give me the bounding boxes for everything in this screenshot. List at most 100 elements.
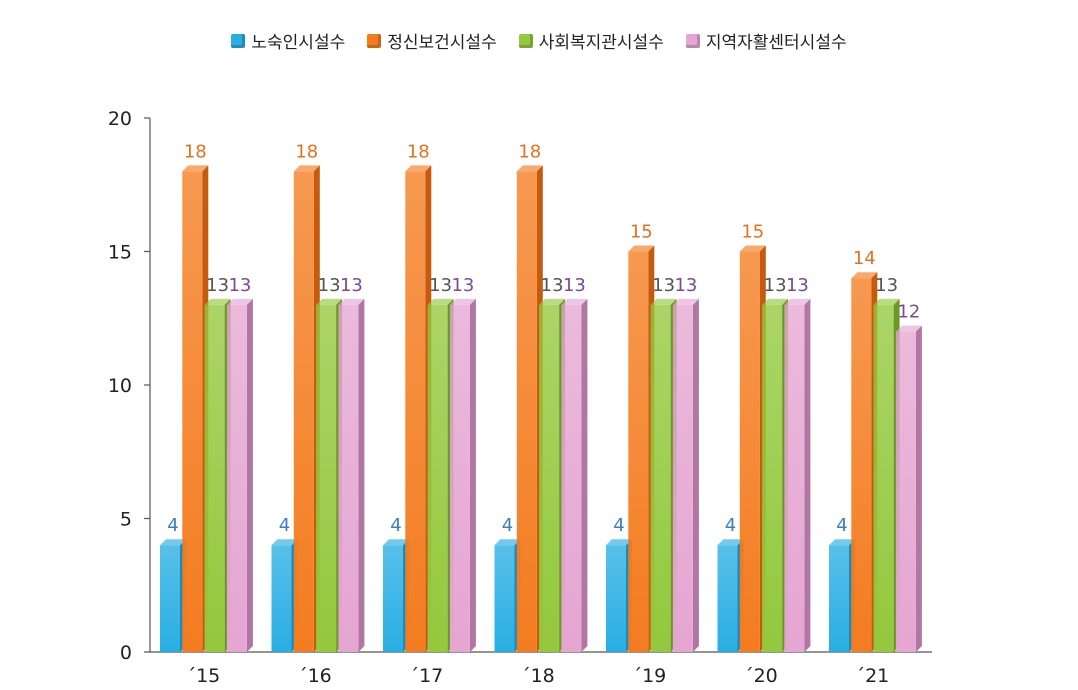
bar-top	[383, 539, 409, 546]
data-label: 13	[318, 275, 341, 296]
bar-top	[316, 298, 343, 305]
data-label: 18	[295, 141, 318, 162]
data-label: 15	[630, 222, 653, 243]
x-tick-label: ´17	[410, 665, 444, 687]
bar-top	[628, 245, 655, 252]
bar-top	[516, 165, 543, 172]
bar-top	[271, 539, 298, 546]
data-label: 4	[390, 515, 401, 536]
data-label: 13	[541, 275, 564, 296]
bar-top	[895, 325, 922, 332]
data-label: 18	[184, 141, 207, 162]
data-label: 13	[340, 275, 363, 296]
x-tick-label: ´20	[744, 665, 778, 687]
bar	[494, 545, 515, 652]
bar-top	[160, 539, 186, 546]
bar-side	[246, 298, 253, 652]
data-label: 13	[451, 275, 474, 296]
bar	[717, 545, 738, 652]
legend-swatch-homeless	[231, 33, 246, 48]
bar-side	[469, 298, 476, 652]
bar	[405, 171, 426, 652]
bar	[784, 304, 805, 652]
bar-top	[293, 165, 320, 172]
bar	[539, 304, 560, 652]
bar-top	[182, 165, 209, 172]
x-tick-label: ´16	[298, 665, 332, 687]
data-label: 4	[725, 515, 736, 536]
bar	[873, 304, 894, 652]
bar	[516, 171, 537, 652]
data-label: 4	[502, 515, 513, 536]
x-tick-label: ´18	[521, 665, 555, 687]
data-label: 13	[429, 275, 452, 296]
bar	[160, 545, 180, 652]
bar	[204, 304, 225, 652]
y-tick-label: 0	[120, 642, 132, 664]
bar-top	[204, 298, 231, 305]
legend-label-mental-health: 정신보건시설수	[387, 33, 497, 53]
data-label: 4	[167, 515, 178, 536]
bar	[383, 545, 403, 652]
bar-side	[804, 298, 811, 652]
bar	[762, 304, 783, 652]
legend: 노숙인시설수 정신보건시설수 사회복지관시설수 지역자활센터시설수	[0, 28, 1078, 53]
data-label: 13	[563, 275, 586, 296]
data-label: 15	[741, 222, 764, 243]
data-label: 13	[652, 275, 675, 296]
y-tick-label: 5	[120, 509, 132, 531]
y-tick-label: 10	[108, 375, 132, 397]
data-label: 13	[875, 275, 898, 296]
bar-top	[449, 298, 476, 305]
bar-top	[851, 272, 878, 279]
data-label: 13	[674, 275, 697, 296]
bar-top	[873, 298, 900, 305]
legend-swatch-self-support	[685, 33, 700, 48]
x-tick-label: ´21	[856, 665, 890, 687]
bar-top	[606, 539, 632, 546]
legend-label-homeless: 노숙인시설수	[251, 33, 346, 53]
bar	[672, 304, 693, 652]
legend-swatch-mental-health	[367, 33, 382, 48]
bar-top	[717, 539, 744, 546]
y-tick-label: 20	[108, 108, 132, 130]
bar-top	[338, 298, 365, 305]
bar-top	[650, 298, 677, 305]
bar	[271, 545, 292, 652]
bar	[338, 304, 359, 652]
bar-side	[358, 298, 365, 652]
bar-top	[829, 539, 855, 546]
bar-top	[739, 245, 766, 252]
data-label: 13	[786, 275, 809, 296]
bar	[449, 304, 470, 652]
x-tick-label: ´19	[633, 665, 667, 687]
legend-item-homeless: 노숙인시설수	[231, 28, 345, 53]
data-label: 12	[897, 302, 920, 323]
bar-side	[581, 298, 588, 652]
data-label: 14	[853, 248, 876, 269]
bar-top	[405, 165, 432, 172]
data-label: 13	[206, 275, 229, 296]
legend-label-welfare-center: 사회복지관시설수	[538, 33, 664, 53]
legend-item-mental-health: 정신보건시설수	[367, 28, 497, 53]
bar	[293, 171, 314, 652]
bar	[316, 304, 337, 652]
legend-item-self-support: 지역자활센터시설수	[685, 28, 847, 53]
legend-item-welfare-center: 사회복지관시설수	[518, 28, 664, 53]
bar	[561, 304, 582, 652]
bar-side	[915, 325, 922, 652]
y-tick-label: 15	[108, 242, 132, 264]
data-label: 18	[407, 141, 430, 162]
x-tick-label: ´15	[187, 665, 221, 687]
bar	[226, 304, 247, 652]
data-label: 4	[836, 515, 847, 536]
data-label: 13	[764, 275, 787, 296]
legend-label-self-support: 지역자활센터시설수	[705, 33, 847, 53]
data-label: 4	[279, 515, 290, 536]
bar	[851, 278, 872, 652]
bar-top	[672, 298, 699, 305]
data-label: 4	[613, 515, 624, 536]
bar	[628, 251, 649, 652]
bar-top	[762, 298, 789, 305]
